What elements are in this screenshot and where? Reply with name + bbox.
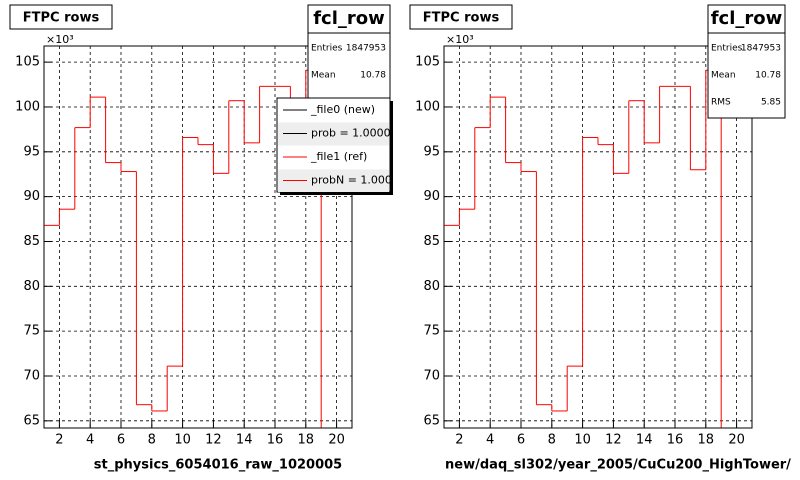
stats-value: 5.85	[761, 98, 781, 108]
y-tick-label: 75	[423, 324, 440, 339]
x-axis-label: new/daq_sl302/year_2005/CuCu200_HighTowe…	[445, 458, 791, 473]
y-tick-label: 80	[23, 279, 40, 294]
y-tick-label: 105	[415, 55, 440, 70]
y-tick-label: 65	[23, 413, 40, 428]
x-tick-label: 8	[548, 433, 556, 448]
x-tick-label: 6	[517, 433, 525, 448]
x-tick-label: 20	[328, 433, 345, 448]
stats-value: 10.78	[755, 71, 781, 81]
y-tick-label: 100	[15, 99, 40, 114]
legend-label: _file0 (new)	[310, 103, 375, 116]
y-multiplier: ×10³	[446, 33, 474, 46]
x-tick-label: 4	[86, 433, 94, 448]
y-tick-label: 75	[23, 324, 40, 339]
y-tick-label: 70	[423, 368, 440, 383]
y-tick-label: 100	[415, 99, 440, 114]
x-tick-label: 20	[728, 433, 745, 448]
y-tick-label: 70	[23, 368, 40, 383]
y-tick-label: 90	[23, 189, 40, 204]
stats-box	[707, 4, 786, 119]
stats-label: RMS	[711, 98, 731, 108]
y-tick-label: 95	[23, 144, 40, 159]
x-tick-label: 10	[574, 433, 591, 448]
x-tick-label: 2	[55, 433, 63, 448]
legend-label: _file1 (ref)	[310, 150, 367, 163]
legend-label: probN = 1.000000	[311, 174, 413, 187]
title-box	[409, 4, 513, 30]
legend-band	[278, 122, 389, 146]
y-multiplier: ×10³	[46, 33, 74, 46]
y-tick-label: 90	[423, 189, 440, 204]
stats-value: 10.78	[360, 71, 386, 81]
y-tick-label: 85	[23, 234, 40, 249]
legend: _file0 (new) prob = 1.000000 _file1 (ref) p…	[278, 103, 413, 192]
x-tick-label: 14	[236, 433, 253, 448]
stats-label: Entries	[711, 44, 743, 54]
stats-label: Entries	[311, 44, 343, 54]
x-tick-label: 16	[667, 433, 684, 448]
stats-value: 1847953	[346, 44, 386, 54]
x-axis-label: st_physics_6054016_raw_1020005	[94, 458, 342, 473]
y-tick-label: 65	[423, 413, 440, 428]
legend-label: prob = 1.000000	[311, 127, 405, 140]
y-tick-label: 85	[423, 234, 440, 249]
title-box	[9, 4, 113, 30]
stats-title: fcl_row	[313, 8, 385, 29]
x-tick-label: 18	[298, 433, 315, 448]
stats-title: fcl_row	[711, 8, 783, 29]
plot-frame	[443, 45, 753, 429]
x-tick-label: 10	[174, 433, 191, 448]
x-tick-label: 14	[636, 433, 653, 448]
x-tick-label: 18	[698, 433, 715, 448]
y-tick-label: 80	[423, 279, 440, 294]
stats-label: Mean	[711, 71, 736, 81]
stats-label: Mean	[311, 71, 336, 81]
plot-area	[444, 46, 752, 428]
x-tick-label: 12	[205, 433, 222, 448]
x-tick-label: 12	[605, 433, 622, 448]
chart-title: FTPC rows	[23, 11, 100, 26]
x-tick-label: 2	[455, 433, 463, 448]
stats-value: 1847953	[741, 44, 781, 54]
x-tick-label: 8	[148, 433, 156, 448]
chart-title: FTPC rows	[423, 11, 500, 26]
y-tick-label: 105	[15, 55, 40, 70]
plot-frame	[43, 45, 353, 429]
legend-band	[278, 169, 389, 192]
x-tick-label: 16	[267, 433, 284, 448]
y-tick-label: 95	[423, 144, 440, 159]
x-tick-label: 4	[486, 433, 494, 448]
x-tick-label: 6	[117, 433, 125, 448]
